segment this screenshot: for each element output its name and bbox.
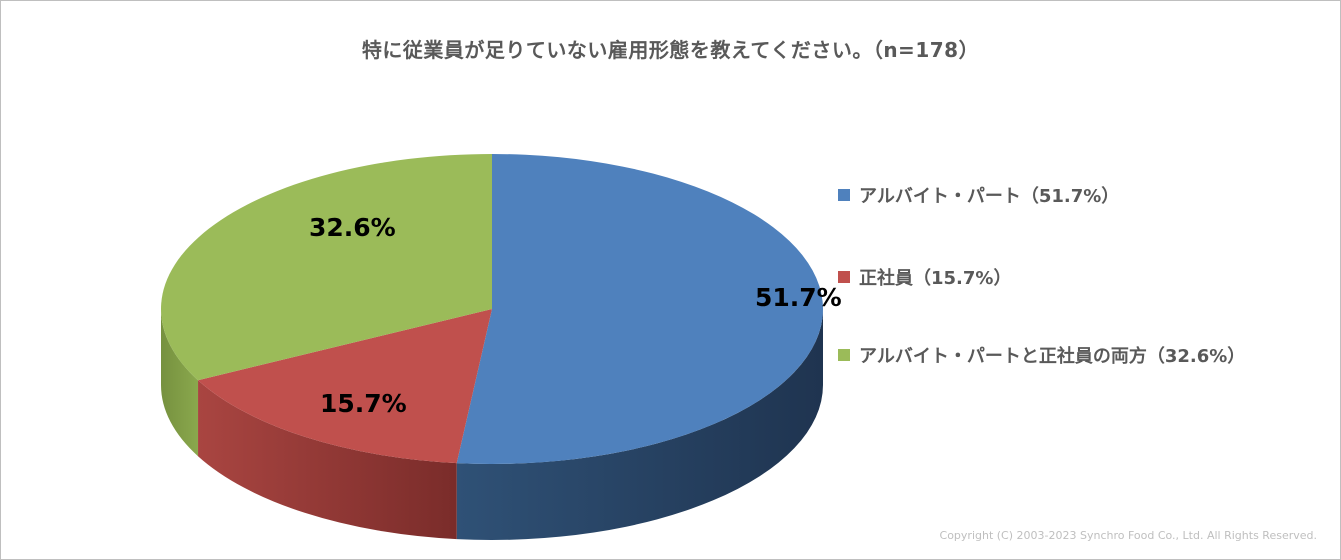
pie-side-full-time	[198, 380, 457, 540]
legend-item-full-time: 正社員（15.7%）	[838, 264, 1011, 290]
data-label-part-time: 51.7%	[755, 283, 842, 312]
chart-title: 特に従業員が足りていない雇用形態を教えてください。（n=178）	[361, 38, 980, 62]
legend-item-part-time: アルバイト・パート（51.7%）	[838, 182, 1119, 208]
pie-slice-part-time	[456, 154, 824, 464]
data-label-full-time: 15.7%	[320, 389, 407, 418]
legend-swatch-part-time	[838, 189, 850, 201]
pie-tops	[161, 154, 824, 464]
pie-sides	[161, 309, 823, 540]
data-label-both: 32.6%	[309, 213, 396, 242]
pie-slice-both	[161, 154, 492, 381]
legend-swatch-full-time	[838, 271, 850, 283]
pie-labels: 51.7% 15.7% 32.6%	[309, 213, 842, 418]
pie-slice-full-time	[198, 309, 492, 464]
legend-item-both: アルバイト・パートと正社員の両方（32.6%）	[838, 342, 1245, 368]
legend-label-both: アルバイト・パートと正社員の両方（32.6%）	[859, 346, 1246, 367]
legend-label-part-time: アルバイト・パート（51.7%）	[859, 186, 1120, 207]
legend-label-full-time: 正社員（15.7%）	[859, 268, 1012, 289]
pie-side-both	[161, 309, 199, 457]
legend-swatch-both	[838, 349, 850, 361]
pie-side-part-time	[456, 309, 823, 540]
copyright-text: Copyright (C) 2003-2023 Synchro Food Co.…	[939, 529, 1317, 542]
